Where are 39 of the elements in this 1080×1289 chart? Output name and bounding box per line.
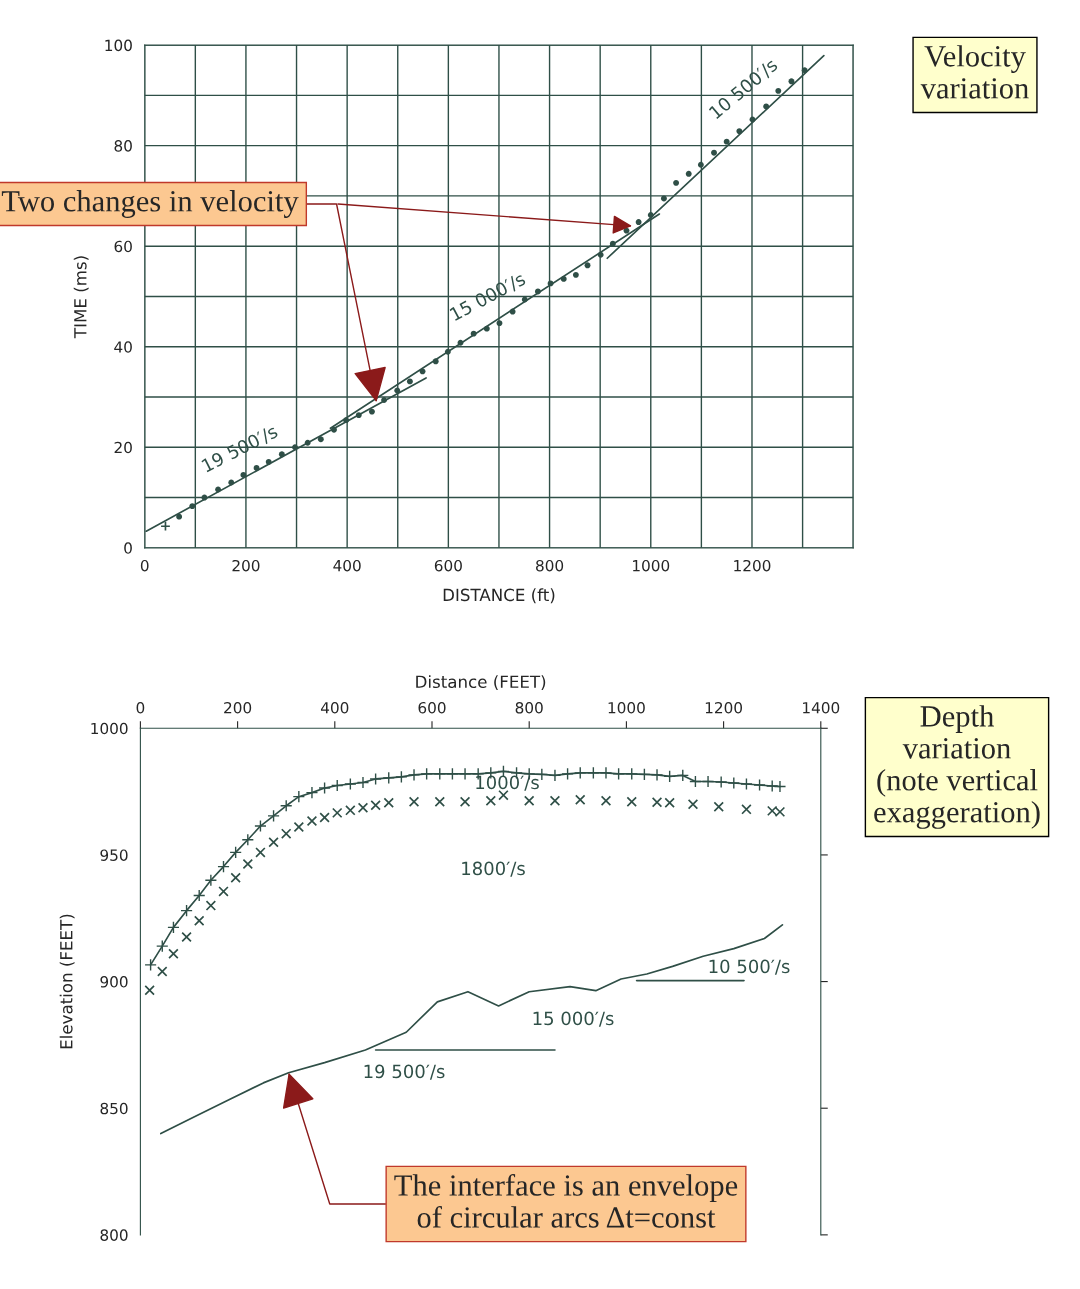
x-tick-label: 1400 — [803, 701, 840, 714]
y-tick-label: 80 — [114, 140, 132, 152]
x-tick-label: 800 — [536, 559, 564, 572]
x-tick-label: 1200 — [734, 559, 771, 572]
y-tick-label: 0 — [124, 542, 132, 554]
annotation: 15 000′/s — [533, 1011, 614, 1027]
x-tick-label: 1000 — [608, 701, 645, 714]
annotation: The interface is an envelope of circular arcs Δt=const — [394, 1174, 738, 1228]
annotation: 1000′/s — [476, 775, 539, 791]
y-tick-label: 900 — [100, 976, 128, 988]
y-axis-title: Elevation (FEET) — [59, 914, 75, 1049]
y-tick-label: 950 — [100, 849, 128, 861]
annotation: 10 500′/s — [709, 959, 790, 975]
x-tick-label: 200 — [224, 701, 252, 714]
x-axis-title: Distance (FEET) — [416, 675, 546, 690]
y-tick-label: 100 — [105, 39, 132, 52]
text: Velocity variation — [920, 45, 1029, 99]
y-tick-label: 40 — [114, 341, 132, 353]
x-tick-label: 200 — [232, 559, 260, 572]
y-tick-label: 800 — [100, 1229, 128, 1241]
x-tick-label: 800 — [515, 701, 543, 714]
x-tick-label: 400 — [320, 701, 349, 714]
x-tick-label: 400 — [333, 559, 361, 572]
x-tick-label: 0 — [140, 559, 149, 572]
y-axis-title: TIME (ms) — [73, 256, 89, 339]
y-tick-label: 20 — [114, 441, 132, 454]
annotation: Two changes in velocity — [1, 190, 299, 218]
y-tick-label: 850 — [100, 1102, 128, 1115]
y-tick-label: 60 — [114, 240, 132, 253]
x-tick-label: 600 — [418, 701, 446, 714]
y-tick-label: 1000 — [91, 722, 128, 735]
x-tick-label: 600 — [434, 559, 462, 572]
x-tick-label: 1000 — [633, 559, 670, 572]
x-tick-label: 1200 — [705, 701, 743, 714]
annotation: 1800′/s — [462, 861, 525, 877]
x-axis-title: DISTANCE (ft) — [443, 588, 555, 604]
text: Depth variation (note vertical exaggeration) — [874, 705, 1040, 829]
annotation: 19 500′/s — [364, 1064, 445, 1080]
x-tick-label: 0 — [136, 701, 145, 714]
